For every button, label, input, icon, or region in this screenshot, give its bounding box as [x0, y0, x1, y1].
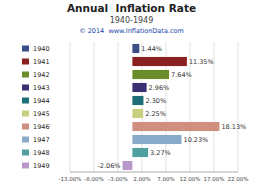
data-label: 2.96%	[149, 84, 170, 92]
data-label: 11.35%	[189, 58, 214, 66]
tick-label: -8.00%	[84, 176, 103, 182]
tick-label: 22.00%	[228, 176, 249, 182]
legend-swatch	[22, 124, 29, 130]
annotation: © 2014 www.InflationData.com	[79, 27, 184, 35]
legend-entry: 1940	[33, 45, 50, 53]
legend-entry: 1943	[33, 84, 50, 92]
tick-label: -3.00%	[108, 176, 127, 182]
legend-entry: 1946	[33, 123, 50, 131]
bars	[123, 44, 220, 170]
bar	[132, 148, 148, 157]
bar	[132, 44, 139, 53]
title: Annual Inflation Rate	[67, 2, 196, 14]
bar	[132, 70, 169, 79]
tick-label: 2.00%	[133, 176, 150, 182]
data-label: 2.25%	[145, 110, 166, 118]
bar	[132, 57, 186, 66]
grid-line	[118, 42, 119, 172]
legend-entry: 1941	[33, 58, 50, 66]
subtitle: 1940-1949	[110, 16, 154, 25]
chart: Annual Inflation Rate 1940-1949 © 2014 www…	[0, 0, 263, 191]
grid-line	[238, 42, 239, 172]
data-label: 3.27%	[150, 149, 171, 157]
tick-label: 12.00%	[180, 176, 201, 182]
legend-swatch	[22, 111, 29, 117]
legend-swatch	[22, 59, 29, 65]
data-label: 2.30%	[145, 97, 166, 105]
bar	[132, 109, 143, 118]
bar	[132, 122, 219, 131]
bar	[132, 96, 143, 105]
bar	[123, 161, 133, 170]
legend-swatch	[22, 150, 29, 156]
grid-line	[94, 42, 95, 172]
tick-label: -13.00%	[59, 176, 82, 182]
legend: 1940 1941 1942 1943 1944 1945 1946 1947 1948 1949	[22, 45, 50, 170]
legend-swatch	[22, 137, 29, 143]
data-label: 18.13%	[221, 123, 246, 131]
tick-label: 17.00%	[204, 176, 225, 182]
legend-entry: 1942	[33, 71, 50, 79]
legend-entry: 1948	[33, 149, 50, 157]
data-label: 1.44%	[141, 45, 162, 53]
tick-label: 7.00%	[157, 176, 174, 182]
legend-entry: 1945	[33, 110, 50, 118]
legend-entry: 1949	[33, 162, 50, 170]
data-label: -2.06%	[98, 162, 121, 170]
bar	[132, 135, 181, 144]
axis-line	[70, 172, 238, 173]
legend-swatch	[22, 72, 29, 78]
legend-swatch	[22, 46, 29, 52]
grid-line	[70, 42, 71, 172]
data-label: 7.64%	[171, 71, 192, 79]
data-labels: 1.44% 11.35% 7.64%2.96% 2.30% 2.25% 18.13% 10.…	[98, 45, 247, 170]
x-axis: -13.00%-8.00% -3.00% 2.00% 7.00% 12.00%17.00…	[59, 42, 249, 182]
legend-entry: 1947	[33, 136, 50, 144]
legend-swatch	[22, 85, 29, 91]
data-label: 10.23%	[184, 136, 209, 144]
legend-entry: 1944	[33, 97, 50, 105]
legend-swatch	[22, 163, 29, 169]
legend-swatch	[22, 98, 29, 104]
bar	[132, 83, 146, 92]
